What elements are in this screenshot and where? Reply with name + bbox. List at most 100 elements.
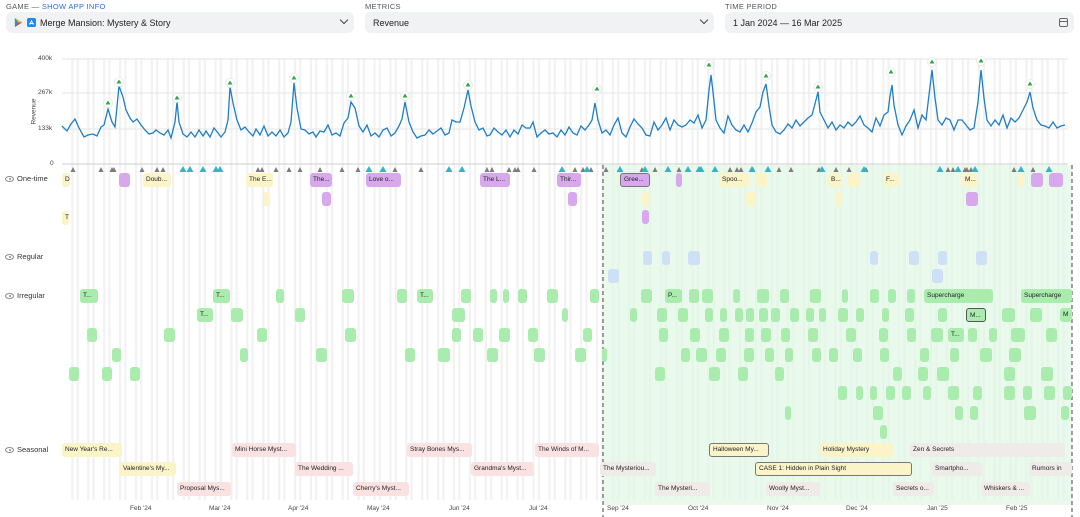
event-pill[interactable]: Proposal Mys... — [177, 482, 231, 496]
event-block — [920, 348, 929, 362]
event-pill[interactable]: T... — [197, 308, 213, 322]
event-marker — [506, 167, 512, 172]
event-block — [829, 348, 838, 362]
timeline-background — [61, 56, 1073, 517]
event-block — [759, 308, 768, 322]
metrics-select[interactable]: Revenue — [365, 12, 714, 33]
event-block — [870, 251, 878, 265]
event-pill[interactable]: Smartpho... — [932, 462, 982, 476]
event-block — [678, 308, 688, 322]
event-pill[interactable]: Doub... — [143, 173, 171, 187]
event-pill[interactable]: B... — [828, 173, 842, 187]
eye-icon[interactable] — [5, 446, 14, 453]
event-pill[interactable]: Love o... — [366, 173, 401, 187]
event-block — [1044, 386, 1055, 400]
week-stripe — [373, 58, 376, 500]
event-pill[interactable]: T... — [213, 289, 230, 303]
event-pill[interactable]: Stray Bones Mys... — [407, 443, 472, 457]
event-block — [87, 328, 97, 342]
eye-icon[interactable] — [5, 292, 14, 299]
event-block — [547, 289, 558, 303]
row-label-one-time[interactable]: One-time — [5, 174, 48, 183]
event-pill[interactable]: T... — [948, 328, 964, 342]
event-pill[interactable]: New Year's Re... — [62, 443, 122, 457]
period-picker[interactable]: 1 Jan 2024 — 16 Mar 2025 — [725, 12, 1074, 33]
row-label-irregular[interactable]: Irregular — [5, 291, 45, 300]
event-pill[interactable]: T... — [80, 289, 98, 303]
month-label: Nov '24 — [767, 505, 789, 512]
event-pill[interactable]: Rumors in — [1029, 462, 1072, 476]
event-pill[interactable]: D — [62, 173, 70, 187]
event-pill[interactable]: M... — [962, 173, 978, 187]
week-stripe — [172, 58, 175, 500]
event-pill[interactable]: Supercharge — [924, 289, 993, 303]
event-pill[interactable]: The L... — [480, 173, 510, 187]
event-marker — [936, 166, 944, 172]
event-marker — [297, 167, 303, 172]
event-pill[interactable]: Supercharge — [1021, 289, 1072, 303]
event-pill[interactable]: Holiday Mystery — [820, 443, 893, 457]
event-marker — [945, 167, 951, 172]
game-select[interactable]: Merge Mansion: Mystery & Story — [6, 12, 354, 33]
week-stripe — [341, 58, 344, 500]
event-pill[interactable]: Halloween My... — [709, 443, 769, 457]
event-block — [882, 308, 889, 322]
peak-marker — [225, 78, 235, 88]
row-label-seasonal[interactable]: Seasonal — [5, 445, 48, 454]
event-pill[interactable]: T — [62, 211, 69, 225]
event-pill[interactable]: Thir... — [557, 173, 581, 187]
show-app-info-link[interactable]: SHOW APP INFO — [41, 2, 106, 11]
event-marker — [339, 167, 345, 172]
event-pill[interactable]: The Mysteri... — [655, 482, 710, 496]
week-stripe — [521, 58, 524, 500]
event-block — [873, 406, 883, 420]
event-pill[interactable]: Cherry's Myst... — [353, 482, 409, 496]
event-block — [487, 348, 498, 362]
week-stripe — [378, 58, 381, 500]
event-pill[interactable]: T... — [417, 289, 433, 303]
game-filter-label: GAME — SHOW APP INFO — [6, 2, 106, 11]
week-stripe — [437, 58, 440, 500]
event-marker — [1011, 167, 1017, 172]
event-marker — [392, 167, 398, 172]
event-pill[interactable]: Woolly Myst... — [766, 482, 820, 496]
event-pill[interactable]: The Wedding ... — [295, 462, 353, 476]
event-pill[interactable]: Spoo... — [719, 173, 749, 187]
event-pill[interactable]: M... — [966, 308, 986, 322]
event-pill[interactable]: The... — [310, 173, 332, 187]
week-stripe — [315, 58, 318, 500]
event-block — [819, 308, 826, 322]
event-marker — [583, 166, 591, 172]
row-label-regular[interactable]: Regular — [5, 252, 43, 261]
event-pill[interactable]: Grandma's Myst... — [471, 462, 534, 476]
week-stripe — [331, 58, 334, 500]
event-pill[interactable]: Whiskers & ... — [981, 482, 1030, 496]
event-marker — [418, 167, 424, 172]
week-stripe — [410, 58, 413, 500]
event-block — [745, 328, 754, 342]
event-pill[interactable]: Secrets o... — [893, 482, 934, 496]
event-pill[interactable]: CASE 1: Hidden in Plain Sight — [755, 462, 912, 476]
event-block — [738, 367, 748, 381]
event-pill[interactable]: The Winds of M... — [535, 443, 599, 457]
event-pill[interactable]: Valentine's My... — [120, 462, 176, 476]
event-block — [938, 308, 947, 322]
event-pill[interactable]: Mini Horse Myst... — [232, 443, 296, 457]
event-pill[interactable]: The Mysteriou... — [600, 462, 656, 476]
event-timeline-panel: 400k 267k 133k 0 Revenue One-time Regula… — [0, 40, 1080, 517]
month-label: Jun '24 — [449, 505, 470, 512]
up-arrow-icon — [402, 93, 408, 98]
event-pill[interactable]: P... — [665, 289, 682, 303]
eye-icon[interactable] — [5, 253, 14, 260]
event-pill[interactable]: Zen & Secrets — [910, 443, 1065, 457]
week-stripe — [357, 58, 360, 500]
week-stripe — [564, 58, 567, 500]
event-pill[interactable]: The E... — [246, 173, 273, 187]
period-filter-label: TIME PERIOD — [725, 2, 778, 11]
event-pill[interactable]: F... — [883, 173, 900, 187]
event-block — [676, 173, 682, 187]
event-block — [1009, 348, 1021, 362]
event-pill[interactable]: Gree... — [620, 173, 650, 187]
eye-icon[interactable] — [5, 175, 14, 182]
event-pill[interactable]: M — [1060, 308, 1072, 322]
